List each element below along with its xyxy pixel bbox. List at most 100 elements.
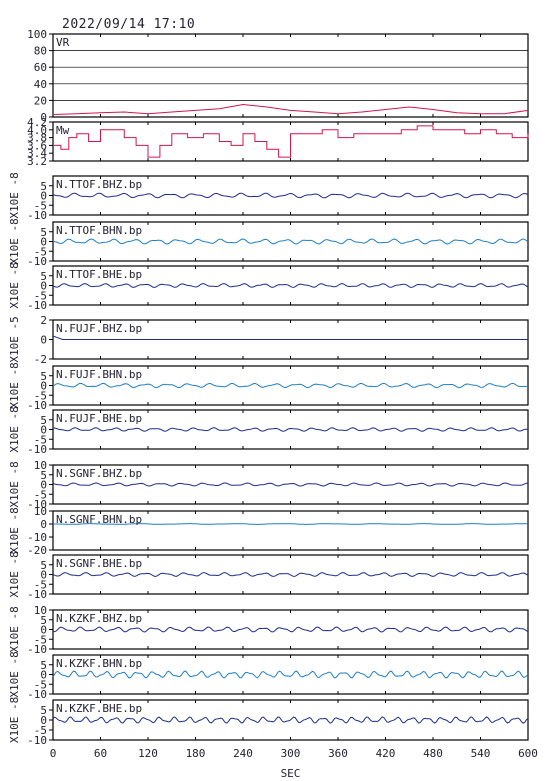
y-tick-label: -5 — [34, 678, 47, 691]
x-tick-label: 0 — [50, 747, 57, 760]
y-tick-label: -10 — [27, 734, 47, 747]
y-axis-label: X10E -8 — [8, 551, 21, 597]
y-tick-label: 4.2 — [27, 116, 47, 129]
series-line — [52, 103, 529, 115]
x-tick-label: 180 — [186, 747, 206, 760]
y-tick-label: -5 — [34, 245, 47, 258]
y-tick-label: 0 — [40, 334, 47, 347]
x-tick-label: 240 — [233, 747, 253, 760]
y-tick-label: -5 — [34, 578, 47, 591]
y-tick-label: 0 — [40, 236, 47, 249]
y-tick-label: 5 — [40, 180, 47, 193]
y-tick-label: -5 — [34, 724, 47, 737]
y-tick-label: -10 — [27, 588, 47, 601]
y-tick-label: -5 — [34, 389, 47, 402]
panel-label: N.FUJF.BHZ.bp — [56, 322, 142, 335]
y-tick-label: 100 — [27, 28, 47, 41]
y-tick-label: 3.8 — [27, 132, 47, 145]
series-line — [53, 125, 529, 158]
x-tick-label: 600 — [518, 747, 538, 760]
y-tick-label: -5 — [34, 433, 47, 446]
y-tick-label: -10 — [27, 643, 47, 656]
series-line — [52, 716, 529, 724]
panel-label: N.SGNF.BHE.bp — [56, 557, 142, 570]
series-line — [52, 283, 529, 288]
chart-title: 2022/09/14 17:10 — [62, 17, 196, 32]
y-tick-label: -10 — [27, 399, 47, 412]
x-tick-label: 300 — [281, 747, 301, 760]
y-tick-label: 5 — [40, 370, 47, 383]
y-tick-label: 0 — [40, 190, 47, 203]
y-tick-label: 0 — [40, 424, 47, 437]
x-tick-label: 120 — [138, 747, 158, 760]
series-line — [53, 523, 529, 525]
y-tick-label: -10 — [27, 299, 47, 312]
y-axis-label: X10E -8 — [8, 697, 21, 743]
y-tick-label: 10 — [34, 604, 47, 617]
y-axis-label: X10E -8 — [8, 651, 21, 697]
y-tick-label: 0 — [40, 280, 47, 293]
y-tick-label: 5 — [40, 414, 47, 427]
y-tick-label: 0 — [40, 624, 47, 637]
panel-label: N.KZKF.BHZ.bp — [56, 612, 142, 625]
y-tick-label: 60 — [34, 61, 47, 74]
series-line — [52, 482, 529, 487]
y-tick-label: 5 — [40, 469, 47, 482]
y-tick-label: -10 — [27, 209, 47, 222]
y-tick-label: -5 — [34, 488, 47, 501]
y-tick-label: -10 — [27, 531, 47, 544]
panel-label: N.TTOF.BHE.bp — [56, 268, 142, 281]
panel-label: N.KZKF.BHN.bp — [56, 657, 142, 670]
series-line — [52, 626, 529, 633]
y-axis-label: X10E -8 — [8, 406, 21, 452]
y-tick-label: 0 — [40, 669, 47, 682]
panel-label: N.FUJF.BHE.bp — [56, 412, 142, 425]
x-tick-label: 480 — [423, 747, 443, 760]
y-tick-label: 5 — [40, 704, 47, 717]
y-tick-label: 5 — [40, 559, 47, 572]
y-tick-label: 20 — [34, 94, 47, 107]
panel-label: Mw — [56, 124, 70, 137]
y-axis-label: X10E -5 — [8, 316, 21, 362]
y-tick-label: 10 — [34, 459, 47, 472]
y-tick-label: -5 — [34, 199, 47, 212]
panel-label: N.TTOF.BHZ.bp — [56, 178, 142, 191]
x-tick-label: 420 — [376, 747, 396, 760]
panel-label: N.KZKF.BHE.bp — [56, 702, 142, 715]
y-tick-label: 3.4 — [27, 147, 47, 160]
y-tick-label: 10 — [34, 505, 47, 518]
y-tick-label: -20 — [27, 544, 47, 557]
panel-label: VR — [56, 36, 70, 49]
y-tick-label: 2 — [40, 314, 47, 327]
y-tick-label: -5 — [34, 289, 47, 302]
y-tick-label: 80 — [34, 45, 47, 58]
x-tick-label: 540 — [471, 747, 491, 760]
x-tick-label: 360 — [328, 747, 348, 760]
y-axis-label: X10E -8 — [8, 507, 21, 553]
y-tick-label: -2 — [34, 353, 47, 366]
panel-label: N.SGNF.BHZ.bp — [56, 467, 142, 480]
y-tick-label: 0 — [40, 380, 47, 393]
y-tick-label: 0 — [40, 111, 47, 124]
y-tick-label: 0 — [40, 479, 47, 492]
y-tick-label: 0 — [40, 569, 47, 582]
y-axis-label: X10E -8 — [8, 172, 21, 218]
y-tick-label: 5 — [40, 614, 47, 627]
panel-label: N.FUJF.BHN.bp — [56, 368, 142, 381]
y-axis-label: X10E -8 — [8, 262, 21, 308]
x-axis-label: SEC — [281, 767, 301, 780]
y-axis-label: X10E -8 — [8, 606, 21, 652]
y-tick-label: 40 — [34, 78, 47, 91]
y-tick-label: -10 — [27, 498, 47, 511]
series-line — [52, 427, 529, 432]
y-tick-label: 0 — [40, 518, 47, 531]
y-tick-label: 3.2 — [27, 155, 47, 168]
panel-frame — [52, 33, 529, 118]
series-line — [52, 572, 529, 577]
y-axis-label: X10E -8 — [8, 461, 21, 507]
y-tick-label: 5 — [40, 226, 47, 239]
y-axis-label: X10E -8 — [8, 218, 21, 264]
series-line — [52, 335, 528, 340]
series-line — [52, 192, 529, 199]
y-tick-label: -5 — [34, 633, 47, 646]
